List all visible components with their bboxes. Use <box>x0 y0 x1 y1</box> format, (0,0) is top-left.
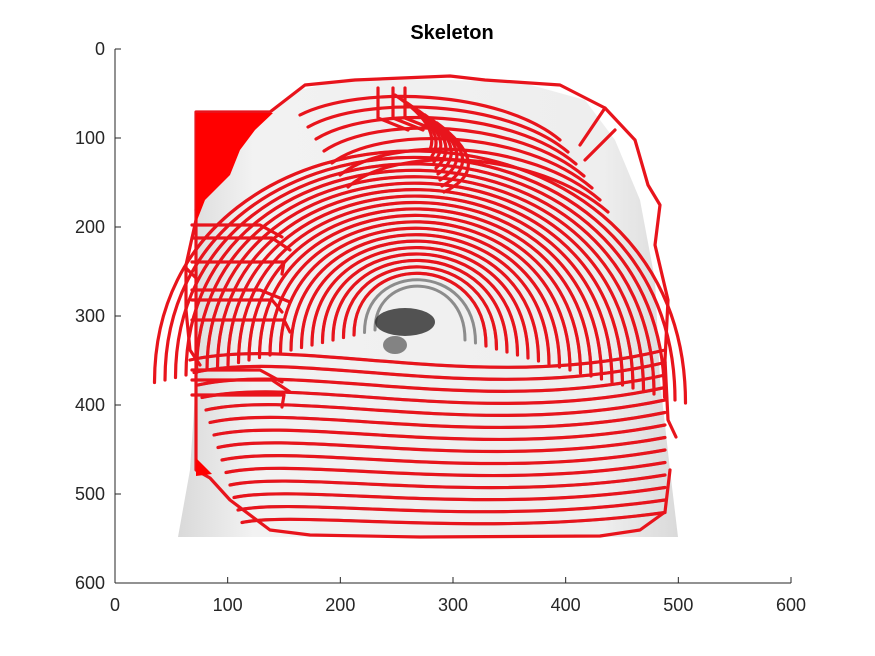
skeleton-ridge <box>194 175 646 393</box>
skeleton-ridge <box>298 94 562 142</box>
y-tick-label: 100 <box>75 128 105 148</box>
y-tick-label: 300 <box>75 306 105 326</box>
skeleton-ridge <box>278 226 562 369</box>
skeleton-connector <box>190 260 286 276</box>
skeleton-ridge <box>306 105 570 154</box>
skeleton-ridge <box>228 473 667 490</box>
skeleton-ridge <box>208 410 667 429</box>
skeleton-ridge <box>240 510 667 526</box>
skeleton-connector <box>184 266 198 280</box>
skeleton-ridge <box>236 200 604 381</box>
skeleton-connector <box>403 86 437 132</box>
skeleton-ridge <box>330 137 594 190</box>
skeleton-connector <box>190 298 284 314</box>
skeleton-filled-region <box>196 113 273 223</box>
x-tick-label: 300 <box>438 595 468 615</box>
skeleton-ridge <box>289 233 551 366</box>
skeleton-connector <box>190 288 292 304</box>
skeleton-ridge <box>204 398 667 417</box>
skeleton-ridge <box>310 246 530 360</box>
x-tick-label: 200 <box>325 595 355 615</box>
skeleton-connector <box>376 86 410 132</box>
skeleton-ridge <box>200 385 667 405</box>
skeleton-ridge <box>236 498 667 514</box>
x-tick-label: 100 <box>213 595 243 615</box>
figure-title: Skeleton <box>410 22 493 44</box>
skeleton-ridge <box>299 239 541 363</box>
skeleton-ridge <box>435 121 470 194</box>
x-tick-label: 0 <box>110 595 120 615</box>
y-tick-label: 0 <box>95 39 105 59</box>
x-tick-label: 500 <box>663 595 693 615</box>
y-tick-label: 400 <box>75 395 105 415</box>
skeleton-ridge <box>331 258 509 354</box>
skeleton-ridge <box>216 435 667 454</box>
skeleton-filled-wedge <box>196 458 212 476</box>
skeleton-connector <box>184 218 202 367</box>
skeleton-ridge <box>338 147 602 202</box>
skeleton-ridge <box>268 220 572 372</box>
skeleton-connector <box>190 393 286 409</box>
skeleton-connector <box>190 368 284 384</box>
skeleton-connector <box>578 106 607 147</box>
skeleton-ridge <box>184 168 656 396</box>
skeleton-ridge <box>192 360 667 381</box>
skeleton-ridge <box>220 448 667 466</box>
dark-ridge <box>363 278 477 345</box>
skeleton-connector <box>190 378 292 394</box>
x-tick-label: 400 <box>551 595 581 615</box>
skeleton-ridge <box>352 271 488 348</box>
skeleton-connector <box>583 128 617 162</box>
skeleton-connector <box>391 86 425 132</box>
skeleton-ridge <box>314 116 578 166</box>
skeleton-ridge <box>341 265 499 351</box>
skeleton-connector <box>190 223 284 239</box>
skeleton-ridge <box>322 126 586 178</box>
skeleton-connector <box>190 318 292 334</box>
skeleton-ridge <box>205 181 635 390</box>
y-tick-label: 600 <box>75 573 105 593</box>
skeleton-ridge <box>212 423 667 442</box>
skeleton-ridge <box>226 194 614 384</box>
skeleton-connector <box>190 236 292 252</box>
skeleton-ridge <box>188 348 667 369</box>
fingerprint-core-dark <box>375 308 435 336</box>
skeleton-ridge <box>346 158 610 214</box>
x-tick-label: 600 <box>776 595 806 615</box>
y-tick-label: 200 <box>75 217 105 237</box>
skeleton-ridge <box>247 207 593 378</box>
skeleton-ridge <box>224 460 667 478</box>
skeleton-overlay <box>152 74 688 539</box>
y-tick-label: 500 <box>75 484 105 504</box>
skeleton-ridge <box>320 252 520 357</box>
dark-ridge <box>373 284 467 342</box>
skeleton-ridge <box>257 213 583 375</box>
skeleton-ridge <box>232 485 667 502</box>
skeleton-ridge <box>173 162 667 399</box>
skeleton-ridge <box>215 188 625 387</box>
skeleton-boundary <box>194 208 672 539</box>
